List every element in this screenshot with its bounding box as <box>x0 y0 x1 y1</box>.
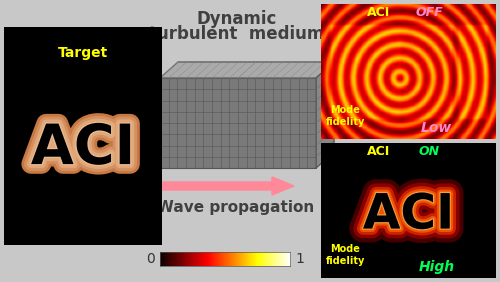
Text: Dynamic: Dynamic <box>197 10 277 28</box>
Text: OFF: OFF <box>416 6 444 19</box>
Text: ACI: ACI <box>363 191 454 239</box>
Polygon shape <box>160 62 334 78</box>
FancyArrow shape <box>155 177 294 195</box>
Text: ACI: ACI <box>367 6 390 19</box>
Text: Target: Target <box>58 46 108 60</box>
Text: ACI: ACI <box>31 122 135 176</box>
Text: ACI: ACI <box>363 191 454 239</box>
Text: 0: 0 <box>146 252 155 266</box>
Polygon shape <box>316 62 334 168</box>
Text: ACI: ACI <box>31 122 135 176</box>
Text: ACI: ACI <box>363 191 454 239</box>
Text: ACI: ACI <box>367 145 390 158</box>
Text: ACI: ACI <box>363 191 454 239</box>
Text: turbulent  medium: turbulent medium <box>150 25 324 43</box>
Text: ACI: ACI <box>363 191 454 239</box>
Text: ON: ON <box>419 145 440 158</box>
Text: ACI: ACI <box>31 122 135 176</box>
Text: Wave propagation: Wave propagation <box>157 200 314 215</box>
Text: 1: 1 <box>295 252 304 266</box>
Text: ACI: ACI <box>363 191 454 239</box>
Text: Mode
fidelity: Mode fidelity <box>326 105 365 127</box>
Text: ACI: ACI <box>31 122 135 176</box>
Text: Low: Low <box>421 121 452 135</box>
Text: Mode
fidelity: Mode fidelity <box>326 244 365 266</box>
Bar <box>160 78 316 168</box>
Text: High: High <box>418 260 454 274</box>
